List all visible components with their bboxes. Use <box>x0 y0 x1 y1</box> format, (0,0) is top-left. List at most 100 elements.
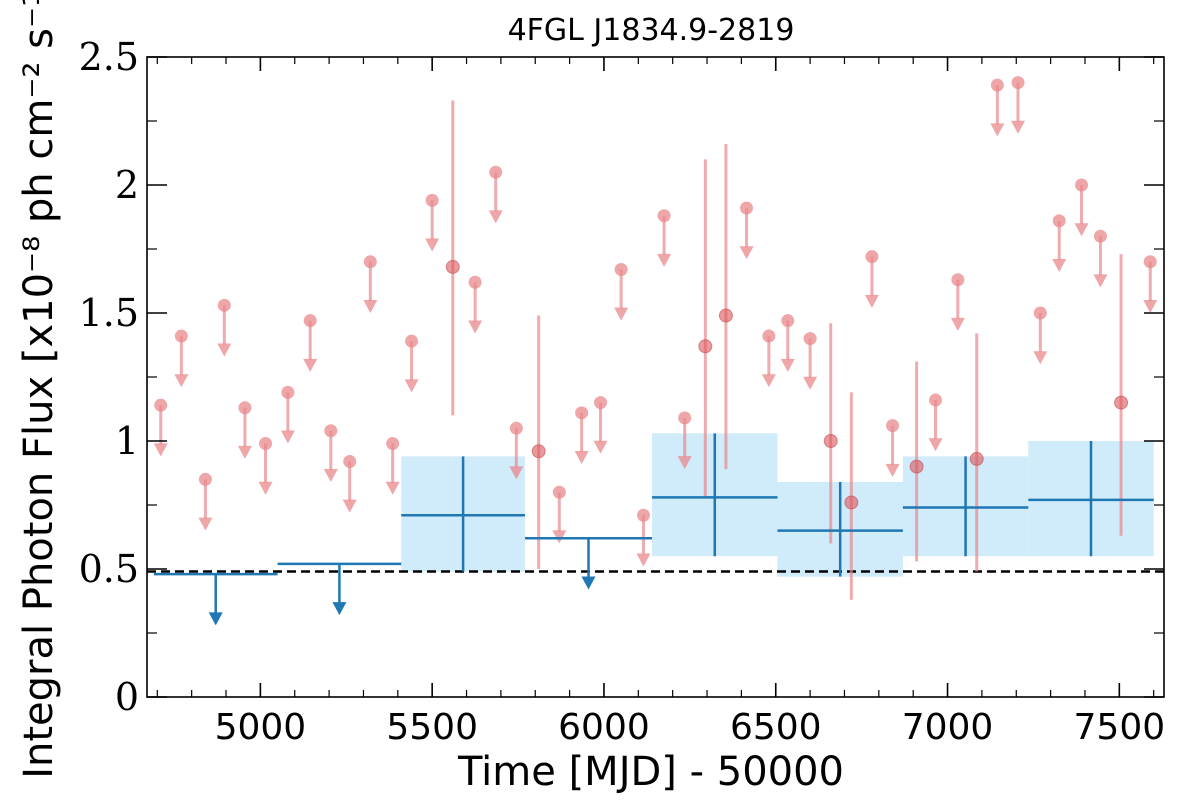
upper-limit-marker <box>343 454 357 468</box>
detection-point <box>445 100 460 416</box>
upper-limit-arrowhead <box>153 443 168 457</box>
upper-limit-marker <box>198 472 212 486</box>
upper-limit-point <box>1010 76 1025 134</box>
long-bin-arrowhead <box>208 612 223 626</box>
upper-limit-point <box>323 424 338 482</box>
detection-marker <box>909 459 924 474</box>
upper-limit-point <box>1052 214 1067 273</box>
upper-limit-point <box>1033 306 1048 365</box>
detection-marker <box>445 259 460 274</box>
detection-point <box>698 159 713 498</box>
upper-limit-arrowhead <box>593 440 608 454</box>
upper-limit-marker <box>1075 178 1089 192</box>
upper-limit-point <box>761 329 776 388</box>
upper-limit-marker <box>990 78 1004 92</box>
upper-limit-marker <box>781 314 795 328</box>
upper-limit-arrowhead <box>1033 351 1048 365</box>
short-bin-detections <box>445 100 1129 600</box>
upper-limit-marker <box>303 314 317 328</box>
upper-limit-marker <box>657 209 671 223</box>
upper-limit-marker <box>594 396 608 410</box>
detection-point <box>969 333 984 572</box>
upper-limit-arrowhead <box>739 246 754 260</box>
upper-limit-arrowhead <box>1010 120 1025 134</box>
detection-marker <box>718 308 733 323</box>
upper-limit-point <box>258 437 273 495</box>
long-bin-detection <box>777 481 903 577</box>
upper-limit-arrowhead <box>1143 300 1158 313</box>
upper-limit-arrowhead <box>950 317 965 331</box>
upper-limit-point <box>677 411 692 470</box>
upper-limit-point <box>174 329 189 388</box>
upper-limit-marker <box>154 398 168 412</box>
upper-limit-arrowhead <box>198 517 213 531</box>
upper-limit-arrowhead <box>385 481 400 495</box>
upper-limit-arrowhead <box>552 530 567 544</box>
upper-limit-point <box>153 398 168 457</box>
x-axis-label: Time [MJD] - 50000 <box>457 749 844 795</box>
upper-limit-point <box>237 401 252 459</box>
upper-limit-point <box>574 406 589 465</box>
upper-limit-point <box>1143 255 1158 313</box>
upper-limit-point <box>552 485 567 544</box>
upper-limit-marker <box>1143 255 1157 269</box>
detection-marker <box>698 339 713 354</box>
upper-limit-point <box>885 419 900 477</box>
upper-limit-marker <box>951 273 965 287</box>
upper-limit-point <box>614 262 629 321</box>
upper-limit-marker <box>217 298 231 312</box>
upper-limit-point <box>657 209 672 267</box>
chart-title: 4FGL J1834.9-2819 <box>508 13 795 48</box>
upper-limit-arrowhead <box>404 379 419 393</box>
x-tick-label: 6500 <box>730 707 822 748</box>
upper-limit-point <box>488 165 503 224</box>
upper-limit-point <box>404 334 419 393</box>
upper-limit-marker <box>614 262 628 276</box>
upper-limit-arrowhead <box>217 343 232 357</box>
detection-marker <box>531 444 546 459</box>
upper-limit-marker <box>174 329 188 343</box>
upper-limit-point <box>342 454 357 513</box>
upper-limit-arrowhead <box>1093 274 1108 288</box>
upper-limit-marker <box>678 411 692 425</box>
upper-limit-arrowhead <box>864 294 879 308</box>
upper-limit-marker <box>509 421 523 435</box>
upper-limit-marker <box>1093 229 1107 243</box>
upper-limit-arrowhead <box>363 300 378 313</box>
y-tick-label: 0.5 <box>79 547 139 591</box>
upper-limit-point <box>803 332 818 390</box>
upper-limit-arrowhead <box>928 438 943 452</box>
upper-limit-marker <box>386 437 400 451</box>
upper-limit-arrowhead <box>174 374 189 388</box>
upper-limit-arrowhead <box>280 430 295 444</box>
upper-limit-arrowhead <box>323 468 338 482</box>
upper-limit-point <box>990 78 1005 137</box>
upper-limit-marker <box>425 193 439 207</box>
long-bin-arrowhead <box>332 602 347 616</box>
x-tick-label: 5000 <box>215 707 307 748</box>
detection-marker <box>823 434 838 448</box>
upper-limit-marker <box>740 201 754 215</box>
x-tick-label: 7000 <box>902 707 994 748</box>
y-tick-label: 2 <box>115 163 139 207</box>
long-bin-upper-limit <box>277 562 402 616</box>
axis-ticks: 5000 5500 6000 6500 7000 7500 0 0.5 1 1.5 2 2.5 <box>79 35 1166 748</box>
upper-limit-arrowhead <box>303 358 318 372</box>
upper-limit-point <box>468 275 483 334</box>
upper-limit-point <box>928 393 943 452</box>
detection-marker <box>1114 395 1129 410</box>
y-axis-label: Integral Photon Flux [x10⁻⁸ ph cm⁻² s⁻¹] <box>16 0 62 779</box>
x-tick-label: 5500 <box>386 707 478 748</box>
upper-limit-arrowhead <box>990 123 1005 137</box>
detection-marker <box>844 495 859 510</box>
upper-limit-marker <box>762 329 776 343</box>
upper-limit-arrowhead <box>1074 223 1089 237</box>
upper-limit-marker <box>238 401 252 415</box>
short-bin-upper-limits <box>153 76 1158 567</box>
upper-limit-point <box>950 273 965 331</box>
upper-limit-marker <box>865 250 879 264</box>
upper-limit-marker <box>259 437 273 451</box>
upper-limit-arrowhead <box>780 358 795 372</box>
y-tick-label: 2.5 <box>79 35 139 79</box>
